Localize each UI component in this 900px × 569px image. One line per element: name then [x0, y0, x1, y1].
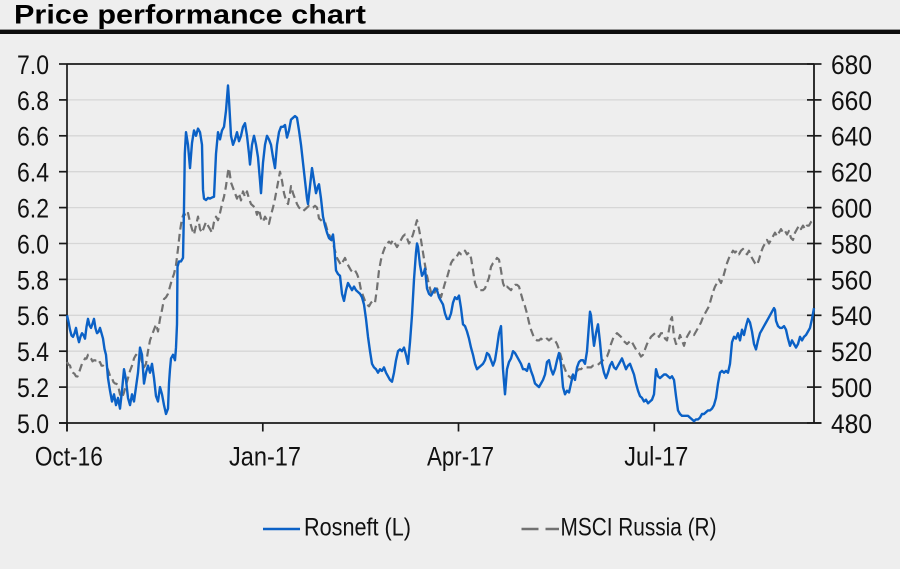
- svg-text:680: 680: [831, 50, 872, 80]
- svg-text:Rosneft (L): Rosneft (L): [304, 514, 411, 542]
- svg-text:640: 640: [831, 122, 872, 152]
- svg-text:620: 620: [831, 158, 872, 188]
- svg-text:520: 520: [831, 337, 872, 367]
- svg-text:5.6: 5.6: [17, 301, 49, 331]
- svg-text:6.2: 6.2: [17, 194, 49, 224]
- svg-text:600: 600: [831, 194, 872, 224]
- svg-text:540: 540: [831, 301, 872, 331]
- svg-text:7.0: 7.0: [17, 50, 49, 80]
- svg-text:660: 660: [831, 86, 872, 116]
- svg-text:5.2: 5.2: [17, 373, 49, 403]
- svg-text:5.8: 5.8: [17, 265, 49, 295]
- svg-text:500: 500: [831, 373, 872, 403]
- svg-text:Apr-17: Apr-17: [427, 441, 494, 471]
- svg-text:6.4: 6.4: [17, 158, 49, 188]
- svg-text:Price performance chart: Price performance chart: [14, 0, 366, 30]
- svg-text:6.0: 6.0: [17, 229, 49, 259]
- svg-text:Oct-16: Oct-16: [35, 441, 103, 471]
- svg-text:5.4: 5.4: [17, 337, 49, 367]
- svg-text:480: 480: [831, 409, 872, 439]
- svg-text:MSCI Russia (R): MSCI Russia (R): [561, 514, 717, 542]
- svg-text:Jan-17: Jan-17: [229, 441, 301, 471]
- svg-text:5.0: 5.0: [17, 409, 49, 439]
- svg-text:6.8: 6.8: [17, 86, 49, 116]
- svg-text:580: 580: [831, 229, 872, 259]
- svg-text:6.6: 6.6: [17, 122, 49, 152]
- svg-text:Jul-17: Jul-17: [624, 441, 688, 471]
- svg-text:560: 560: [831, 265, 872, 295]
